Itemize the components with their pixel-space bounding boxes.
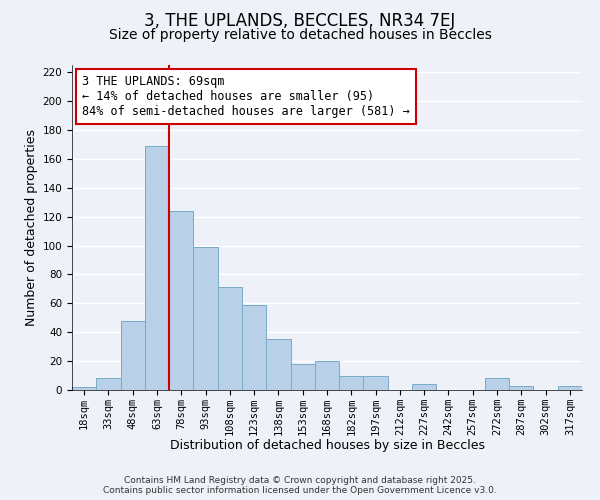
Bar xyxy=(339,376,364,390)
Bar xyxy=(412,384,436,390)
Bar xyxy=(193,247,218,390)
Bar xyxy=(266,340,290,390)
Bar xyxy=(290,364,315,390)
Text: Contains HM Land Registry data © Crown copyright and database right 2025.
Contai: Contains HM Land Registry data © Crown c… xyxy=(103,476,497,495)
Bar xyxy=(218,288,242,390)
Bar xyxy=(72,387,96,390)
Bar xyxy=(485,378,509,390)
Bar xyxy=(145,146,169,390)
Bar xyxy=(121,320,145,390)
Y-axis label: Number of detached properties: Number of detached properties xyxy=(25,129,38,326)
Bar xyxy=(169,211,193,390)
Text: 3, THE UPLANDS, BECCLES, NR34 7EJ: 3, THE UPLANDS, BECCLES, NR34 7EJ xyxy=(145,12,455,30)
Text: Size of property relative to detached houses in Beccles: Size of property relative to detached ho… xyxy=(109,28,491,42)
Bar xyxy=(558,386,582,390)
Text: 3 THE UPLANDS: 69sqm
← 14% of detached houses are smaller (95)
84% of semi-detac: 3 THE UPLANDS: 69sqm ← 14% of detached h… xyxy=(82,74,410,118)
Bar xyxy=(242,305,266,390)
Bar xyxy=(509,386,533,390)
Bar xyxy=(364,376,388,390)
Bar xyxy=(96,378,121,390)
X-axis label: Distribution of detached houses by size in Beccles: Distribution of detached houses by size … xyxy=(170,440,485,452)
Bar xyxy=(315,361,339,390)
